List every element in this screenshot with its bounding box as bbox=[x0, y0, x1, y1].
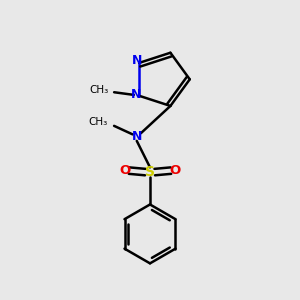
Text: O: O bbox=[119, 164, 130, 177]
Text: CH₃: CH₃ bbox=[89, 85, 108, 95]
Text: N: N bbox=[130, 88, 141, 101]
Text: S: S bbox=[145, 165, 155, 179]
Text: O: O bbox=[169, 164, 181, 177]
Text: N: N bbox=[132, 130, 142, 143]
Text: N: N bbox=[132, 54, 142, 67]
Text: CH₃: CH₃ bbox=[88, 117, 107, 127]
